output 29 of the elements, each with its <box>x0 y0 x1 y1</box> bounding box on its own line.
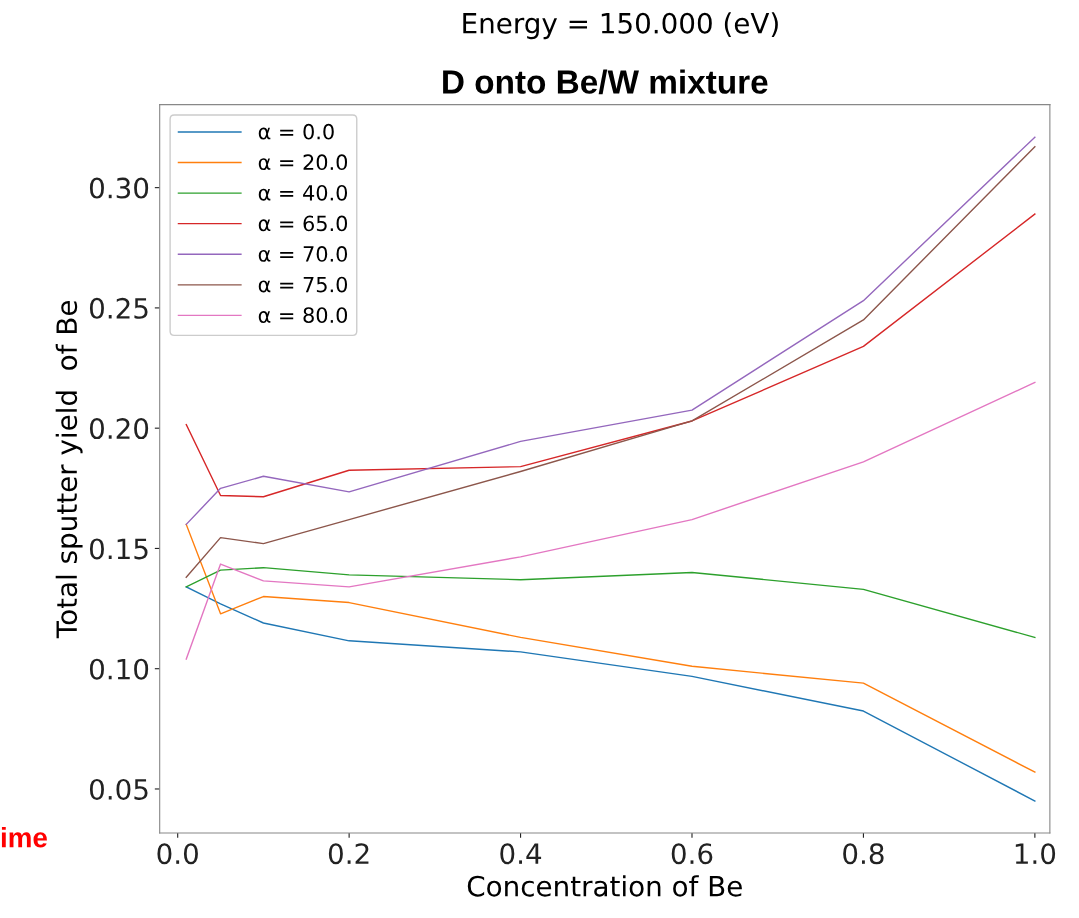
y-tick-label: 0.30 <box>89 177 149 199</box>
line-series <box>185 586 1036 802</box>
line-series <box>185 213 1036 498</box>
y-tick-label: 0.15 <box>89 538 148 560</box>
x-tick-label: 0.8 <box>843 843 884 865</box>
y-tick-label: 0.20 <box>89 418 149 440</box>
line-series <box>185 566 1036 639</box>
text: ime <box>1 827 47 848</box>
x-tick-label: 0.4 <box>500 843 542 865</box>
legend-label: α = 75.0 <box>258 276 348 293</box>
x-tick-label: 1.0 <box>1015 843 1056 865</box>
legend-label: α = 0.0 <box>258 123 334 140</box>
y-tick-label: 0.10 <box>89 658 149 680</box>
legend-label: α = 20.0 <box>258 154 348 171</box>
line-series <box>185 523 1036 773</box>
legend-label: α = 70.0 <box>258 246 348 262</box>
legend-label: α = 80.0 <box>258 307 348 323</box>
x-tick-label: 0.2 <box>328 843 369 865</box>
line-series <box>185 381 1036 660</box>
x-axis-title: Concentration of Be <box>467 875 742 897</box>
x-tick-label: 0.6 <box>671 843 713 865</box>
legend-label: α = 40.0 <box>258 184 348 201</box>
chart-title: D onto Be/W mixture <box>443 69 768 95</box>
x-tick-label: 0.0 <box>157 843 198 865</box>
legend-label: α = 65.0 <box>258 215 348 232</box>
chart-subtitle: Energy = 150.000 (eV) <box>463 12 778 40</box>
y-tick-label: 0.25 <box>89 297 148 319</box>
y-tick-label: 0.05 <box>89 778 148 800</box>
y-axis-title: Total sputter yield of Be <box>55 301 83 639</box>
